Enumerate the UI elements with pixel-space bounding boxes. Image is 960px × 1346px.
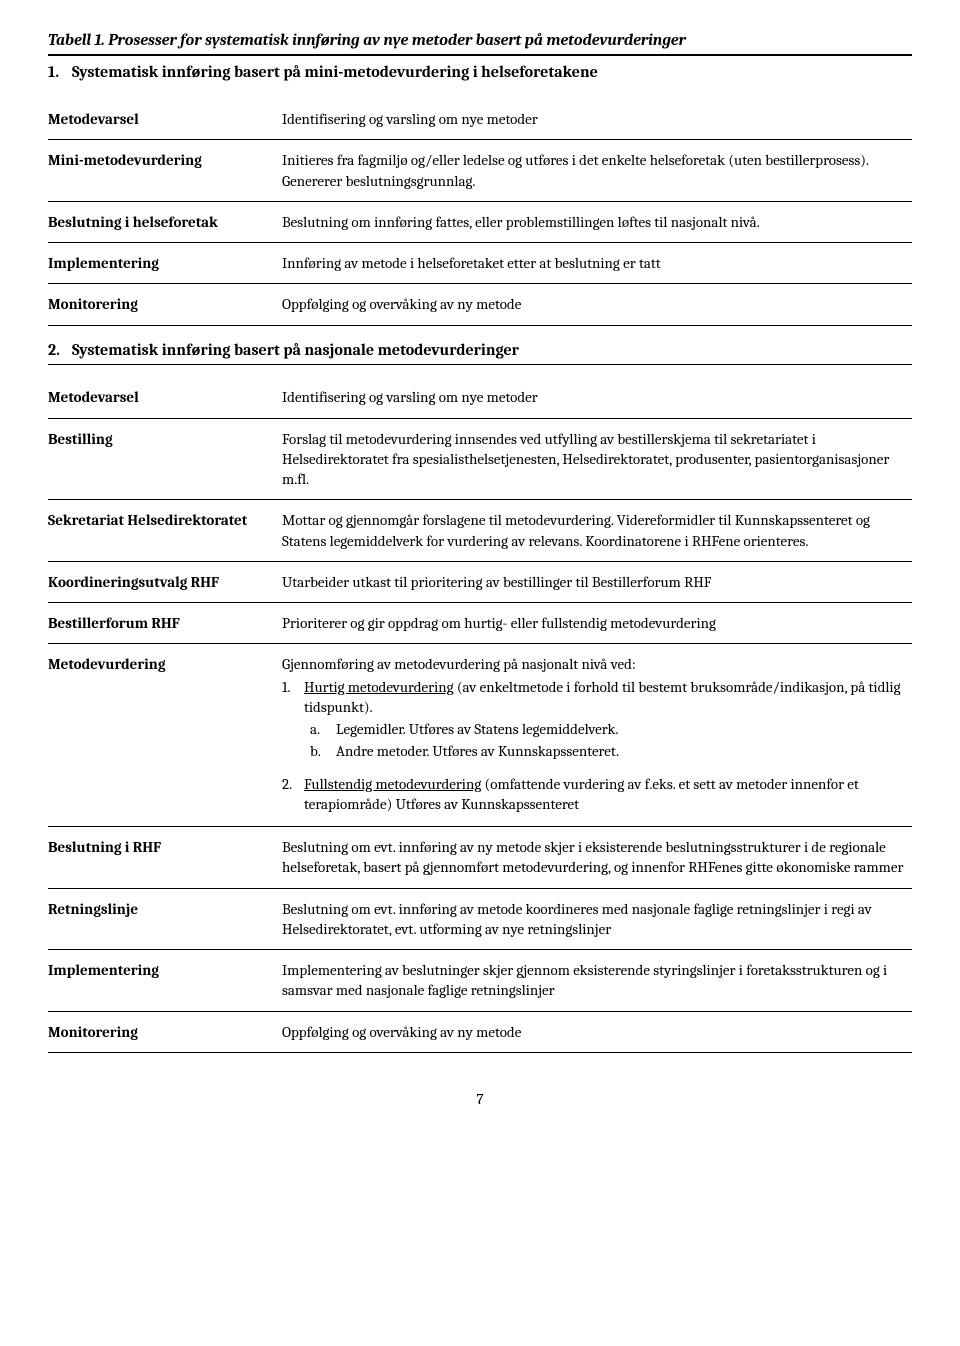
table-row: Koordineringsutvalg RHFUtarbeider utkast… [48,562,912,603]
page-number: 7 [48,1089,912,1109]
section2-header: 2. Systematisk innføring basert på nasjo… [48,340,912,362]
mv-item1-num: 1. [282,677,304,718]
table-row: ImplementeringInnføring av metode i hels… [48,243,912,284]
row-desc: Identifisering og varsling om nye metode… [282,109,912,129]
section2-num: 2. [48,340,72,362]
table-row: MonitoreringOppfølging og overvåking av … [48,1012,912,1053]
mv-item2-underline: Fullstendig metodevurdering [304,775,481,793]
section1-title: Systematisk innføring basert på mini-met… [72,62,598,84]
row-term: Koordineringsutvalg RHF [48,572,282,592]
desc-metodevurdering: Gjennomføring av metodevurdering på nasj… [282,654,912,816]
row-desc: Innføring av metode i helseforetaket ett… [282,253,912,273]
section2-title: Systematisk innføring basert på nasjonal… [72,340,519,362]
mv-list: 1. Hurtig metodevurdering (av enkeltmeto… [282,677,912,815]
mv-item1-underline: Hurtig metodevurdering [304,678,454,696]
mv-item1: 1. Hurtig metodevurdering (av enkeltmeto… [282,677,912,718]
table-row: ImplementeringImplementering av beslutni… [48,950,912,1012]
row-term: Bestilling [48,429,282,490]
table-row: RetningslinjeBeslutning om evt. innførin… [48,889,912,951]
mv-item1a: a. Legemidler. Utføres av Statens legemi… [310,719,912,739]
table-title: Tabell 1. Prosesser for systematisk innf… [48,30,912,56]
row-term: Mini-metodevurdering [48,150,282,191]
mv-item2-num: 2. [282,774,304,815]
row-desc: Beslutning om evt. innføring av metode k… [282,899,912,940]
row-desc: Utarbeider utkast til prioritering av be… [282,572,912,592]
row-metodevurdering: Metodevurdering Gjennomføring av metodev… [48,644,912,827]
table-row: Sekretariat HelsedirektoratetMottar og g… [48,500,912,562]
table-row: BestillingForslag til metodevurdering in… [48,419,912,501]
row-term: Monitorering [48,294,282,314]
section2-header-wrap: 2. Systematisk innføring basert på nasjo… [48,340,912,366]
row-term: Implementering [48,253,282,273]
row-desc: Initieres fra fagmiljø og/eller ledelse … [282,150,912,191]
term-metodevurdering: Metodevurdering [48,654,282,816]
row-term: Bestillerforum RHF [48,613,282,633]
mv-item2-text: Fullstendig metodevurdering (omfattende … [304,774,912,815]
row-term: Retningslinje [48,899,282,940]
row-term: Metodevarsel [48,109,282,129]
mv-item1b-text: Andre metoder. Utføres av Kunnskapssente… [336,741,619,761]
row-term: Beslutning i helseforetak [48,212,282,232]
row-desc: Mottar og gjennomgår forslagene til meto… [282,510,912,551]
row-term: Monitorering [48,1022,282,1042]
row-desc: Beslutning om evt. innføring av ny metod… [282,837,912,878]
row-desc: Prioriterer og gir oppdrag om hurtig- el… [282,613,912,633]
table-row: Beslutning i RHFBeslutning om evt. innfø… [48,827,912,889]
row-desc: Implementering av beslutninger skjer gje… [282,960,912,1001]
row-desc: Identifisering og varsling om nye metode… [282,387,912,407]
mv-item1a-text: Legemidler. Utføres av Statens legemidde… [336,719,619,739]
row-desc: Oppfølging og overvåking av ny metode [282,294,912,314]
row-desc: Forslag til metodevurdering innsendes ve… [282,429,912,490]
table-row: Beslutning i helseforetakBeslutning om i… [48,202,912,243]
row-term: Beslutning i RHF [48,837,282,878]
table-row: MetodevarselIdentifisering og varsling o… [48,377,912,418]
table-row: Bestillerforum RHFPrioriterer og gir opp… [48,603,912,644]
mv-item1-text: Hurtig metodevurdering (av enkeltmetode … [304,677,912,718]
table-row: MonitoreringOppfølging og overvåking av … [48,284,912,325]
mv-item1b: b. Andre metoder. Utføres av Kunnskapsse… [310,741,912,761]
mv-item2: 2. Fullstendig metodevurdering (omfatten… [282,774,912,815]
row-desc: Oppfølging og overvåking av ny metode [282,1022,912,1042]
table-row: Mini-metodevurderingInitieres fra fagmil… [48,140,912,202]
section1-header: 1. Systematisk innføring basert på mini-… [48,62,912,84]
mv-intro: Gjennomføring av metodevurdering på nasj… [282,654,912,674]
section1-num: 1. [48,62,72,84]
mv-item1b-letter: b. [310,741,336,761]
row-term: Sekretariat Helsedirektoratet [48,510,282,551]
table-row: MetodevarselIdentifisering og varsling o… [48,99,912,140]
row-term: Implementering [48,960,282,1001]
mv-item1a-letter: a. [310,719,336,739]
row-desc: Beslutning om innføring fattes, eller pr… [282,212,912,232]
row-term: Metodevarsel [48,387,282,407]
